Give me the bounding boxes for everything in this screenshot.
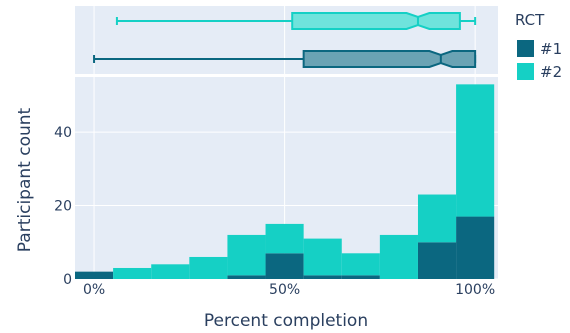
bar-rct1-bin-4	[227, 275, 266, 279]
boxplots	[93, 12, 477, 68]
bar-rct2-bin-6	[303, 238, 342, 276]
legend-label-rct1: #1	[540, 40, 562, 58]
bar-rct2-bin-8	[379, 234, 418, 279]
bar-rct1-bin-0	[75, 271, 114, 279]
bar-rct2-bin-1	[113, 267, 152, 279]
x-tick-label-0: 0%	[83, 282, 105, 298]
bar-rct2-bin-9	[417, 194, 457, 243]
y-tick-label-1: 20	[54, 199, 72, 215]
box-rct2-body	[291, 12, 461, 30]
bar-rct1-bin-6	[303, 275, 342, 279]
y-tick-label-0: 0	[63, 272, 72, 288]
x-axis-title: Percent completion	[204, 311, 368, 331]
bar-rct1-bin-10	[456, 216, 495, 279]
x-tick-label-2: 100%	[455, 282, 495, 298]
y-tick-labels: 0 20 40	[54, 125, 72, 288]
bar-rct2-bin-2	[151, 264, 190, 279]
bar-rct1-bin-9	[417, 242, 457, 279]
x-tick-labels: 0% 50% 100%	[83, 282, 495, 298]
legend-swatch-rct2	[517, 63, 534, 80]
box-rct1-body	[302, 50, 477, 68]
bar-rct2-bin-10	[456, 84, 495, 217]
legend-title: RCT	[515, 11, 545, 29]
histogram-bars	[75, 84, 495, 279]
legend-items: #1#2	[517, 40, 562, 81]
bar-rct2-bin-7	[341, 253, 380, 276]
legend-label-rct2: #2	[540, 63, 562, 81]
bar-rct2-bin-3	[189, 256, 228, 279]
x-tick-label-1: 50%	[269, 282, 300, 298]
bar-rct2-bin-4	[227, 234, 266, 276]
bar-rct2-bin-5	[265, 223, 304, 254]
y-axis-title: Participant count	[15, 107, 35, 252]
bar-rct1-bin-5	[265, 253, 304, 279]
legend-swatch-rct1	[517, 40, 534, 57]
legend: RCT #1#2	[515, 11, 562, 81]
y-tick-label-2: 40	[54, 125, 72, 141]
bar-rct1-bin-7	[341, 275, 380, 279]
